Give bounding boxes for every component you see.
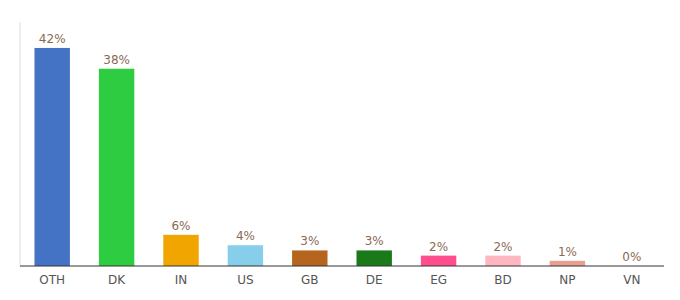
chart-container: OTH DK IN US GB DE EG BD NP VN 42% 38% 6% 4% 3% 3% 2% 2% 1… (0, 0, 680, 300)
data-label: 42% (39, 32, 66, 46)
x-tick-label: BD (494, 273, 511, 287)
x-axis-line (20, 266, 664, 267)
data-label: 1% (558, 245, 577, 259)
data-label: 38% (103, 53, 130, 67)
x-tick-label: US (237, 273, 253, 287)
bar (550, 261, 585, 266)
data-label: 3% (300, 234, 319, 248)
data-label: 3% (365, 234, 384, 248)
bars (34, 48, 585, 266)
x-tick-label: VN (623, 273, 640, 287)
x-tick-label: GB (301, 273, 319, 287)
data-label: 2% (493, 240, 512, 254)
bar (34, 48, 69, 266)
x-tick-label: DE (366, 273, 383, 287)
bar (292, 250, 327, 266)
x-tick-label: IN (175, 273, 188, 287)
x-tick-label: NP (559, 273, 575, 287)
bar (356, 250, 391, 266)
chart: OTH DK IN US GB DE EG BD NP VN 42% 38% 6% 4% 3% 3% 2% 2% 1… (0, 0, 680, 300)
data-label: 0% (622, 250, 641, 264)
data-label: 2% (429, 240, 448, 254)
x-tick-label: OTH (39, 273, 65, 287)
bar (228, 245, 263, 266)
bar (163, 235, 198, 266)
bar (421, 256, 456, 266)
x-tick-label: DK (108, 273, 126, 287)
bar (99, 69, 134, 266)
bar (485, 256, 520, 266)
data-label: 4% (236, 229, 255, 243)
y-axis-line (20, 22, 21, 266)
x-tick-label: EG (430, 273, 447, 287)
data-label: 6% (171, 219, 190, 233)
